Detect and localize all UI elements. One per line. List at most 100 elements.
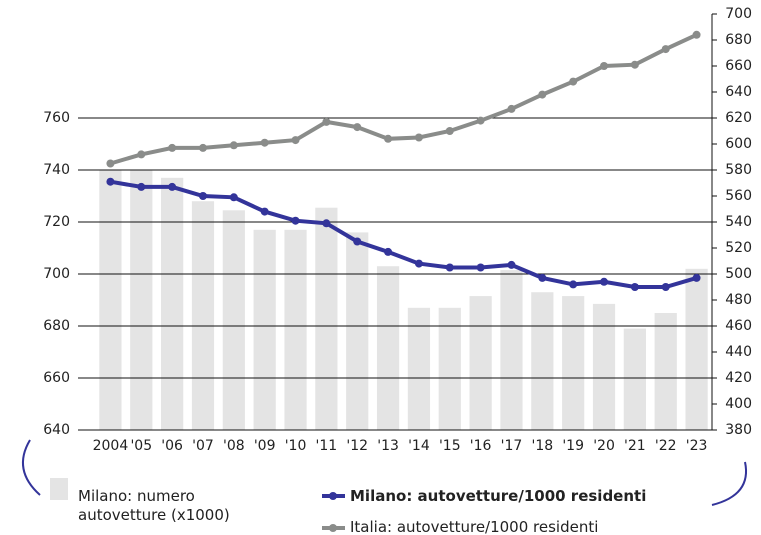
bar [654,313,677,430]
y2-tick-label: 560 [725,188,752,204]
bar [284,229,307,430]
bar [531,292,554,430]
bar [161,177,184,430]
y2-tick-label: 380 [725,422,752,438]
point [384,247,393,256]
point [445,127,454,135]
point [507,104,516,113]
point [260,207,269,216]
y-tick-label: 640 [43,422,70,438]
point [384,134,393,143]
y2-tick-label: 680 [725,32,752,48]
point [630,60,639,69]
x-tick-label: '09 [254,438,276,454]
legend-label: Italia: autovetture/1000 residenti [350,518,599,535]
y2-tick-label: 580 [725,162,752,178]
point [661,283,670,291]
bar [222,210,245,430]
bar [407,307,431,430]
point [198,143,207,152]
bar [562,296,585,430]
y-tick-label: 720 [43,214,70,230]
x-tick-label: '08 [223,438,245,454]
x-tick-label: '06 [161,438,183,454]
point [445,263,454,272]
bar [592,303,616,430]
point [569,280,578,289]
point [137,182,146,191]
point [291,216,300,225]
point [600,277,609,286]
bar [500,270,523,430]
point [106,159,115,168]
bar [315,207,338,430]
x-tick-label: '15 [439,438,461,454]
x-tick-label: '14 [408,438,430,454]
point [661,45,670,54]
x-tick-label: 2004 [93,438,129,454]
point [229,141,238,150]
line [110,179,698,289]
legend-label: Milano: autovetture/1000 residenti [350,487,647,505]
point [569,77,578,86]
y2-tick-label: 640 [725,84,752,100]
x-tick-label: '22 [655,438,677,454]
y2-tick-label: 400 [725,396,752,412]
y2-tick-label: 620 [725,110,752,126]
point [291,136,300,145]
point [507,260,516,269]
point [353,237,362,246]
legend-swatch [329,492,337,500]
line [109,32,698,166]
x-tick-label: '10 [285,438,307,454]
y2-tick-label: 520 [725,240,752,256]
y-tick-label: 660 [43,370,70,386]
point [229,193,238,202]
point [106,177,115,186]
y-tick-label: 760 [43,110,70,126]
point [322,117,331,126]
y2-tick-label: 460 [725,318,752,334]
point [260,138,269,147]
y2-tick-label: 440 [725,344,752,360]
x-tick-label: '23 [686,438,708,454]
legend-swatch [329,524,337,532]
bar [191,201,215,430]
point [538,90,547,99]
y2-tick-label: 540 [725,214,752,230]
x-tick-label: '07 [192,438,214,454]
y2-tick-label: 660 [725,58,752,74]
x-tick-label: '05 [130,438,152,454]
x-tick-label: '16 [470,438,492,454]
y-tick-label: 740 [43,162,70,178]
point [414,259,423,268]
point [353,123,362,132]
y-tick-label: 680 [43,318,70,334]
point [692,30,701,39]
point [538,273,547,282]
bar [253,229,276,430]
y2-tick-label: 700 [725,6,752,22]
x-tick-label: '17 [501,438,523,454]
point [168,143,177,152]
y2-tick-label: 600 [725,136,752,152]
x-tick-label: '19 [562,438,584,454]
decor-arc [711,461,747,506]
point [322,219,331,228]
bar [376,266,400,430]
bar [346,232,369,430]
x-tick-label: '12 [346,438,368,454]
point [692,273,701,282]
x-tick-label: '11 [316,438,338,454]
x-tick-label: '20 [593,438,615,454]
point [476,263,485,272]
point [630,283,639,291]
legend-label: Milano: numero autovetture (x1000) [78,487,230,524]
point [137,150,146,159]
y2-tick-label: 420 [725,370,752,386]
point [476,116,485,125]
bar [623,328,646,430]
bar [469,296,492,430]
